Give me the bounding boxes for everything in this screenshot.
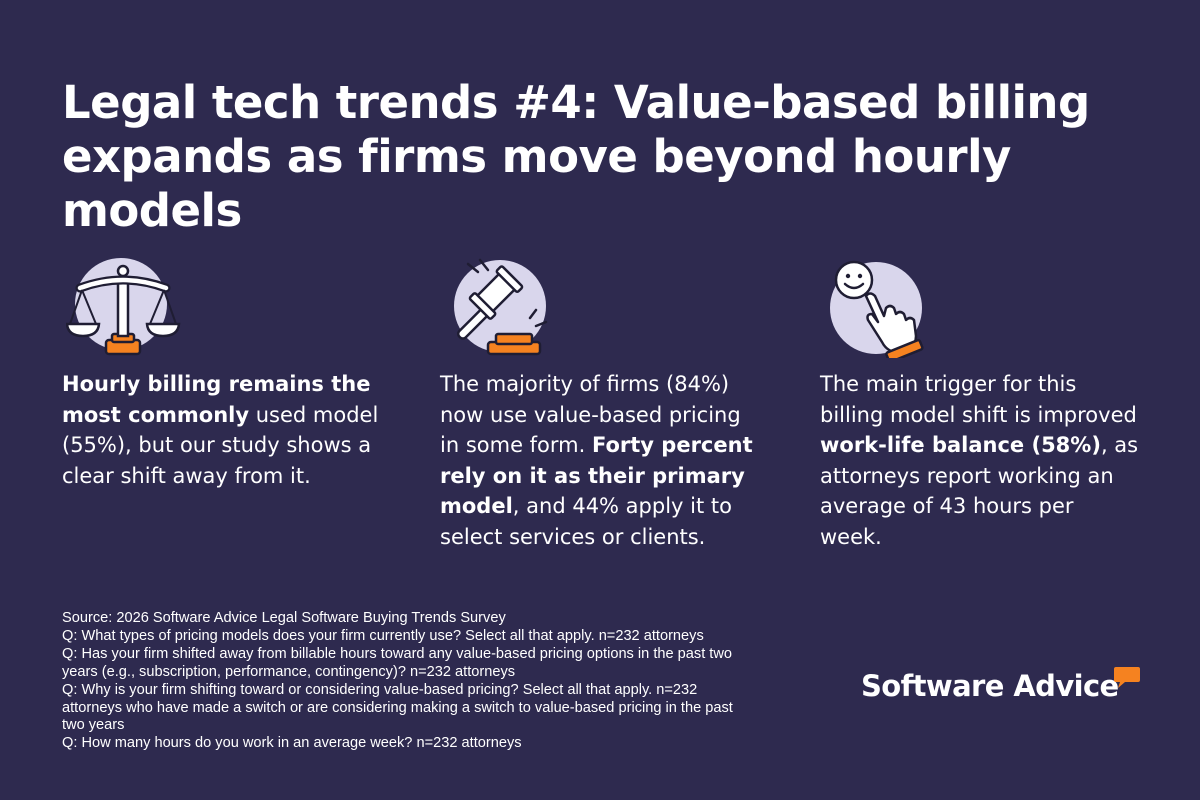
most-commonly-bold: most commonly: [62, 402, 250, 427]
title-line-2: expands as firms move beyond hourly mode…: [62, 130, 1011, 237]
speech-bubble-icon: [1114, 667, 1140, 688]
gavel-icon: [444, 258, 564, 358]
footnote-line: years (e.g., subscription, performance, …: [62, 663, 516, 680]
footnote-line: Q: How many hours do you work in an aver…: [62, 735, 522, 752]
title-line-1: Legal tech trends #4: Value-based billin…: [62, 76, 1090, 129]
footnote-line: Q: What types of pricing models does you…: [62, 627, 704, 644]
stat-value-based-pricing: The majority of firms (84%) now use valu…: [440, 372, 753, 549]
footnote-line: two years: [62, 717, 125, 734]
stat-hourly-billing: Hourly billing remains the most commonly…: [62, 372, 379, 488]
source-footnotes: Source: 2026 Software Advice Legal Softw…: [62, 610, 822, 753]
page-title: Legal tech trends #4: Value-based billin…: [62, 76, 1142, 238]
smiley-hand-icon: [820, 258, 940, 358]
footnote-line: Q: Why is your firm shifting toward or c…: [62, 681, 698, 698]
footnote-line: Source: 2026 Software Advice Legal Softw…: [62, 610, 506, 626]
logo-text: Software Advice: [861, 669, 1119, 703]
scales-of-justice-icon: [66, 258, 186, 358]
hourly-billing-bold: Hourly billing remains the: [62, 372, 371, 396]
stat-work-life-balance: The main trigger for this billing model …: [820, 372, 1139, 549]
work-life-balance-bold: work-life balance (58%): [820, 433, 1101, 458]
footnote-line: attorneys who have made a switch or are …: [62, 699, 733, 716]
footnote-line: Q: Has your firm shifted away from billa…: [62, 645, 733, 662]
forty-percent-bold: Forty percent: [591, 433, 753, 458]
software-advice-logo: Software Advice: [861, 666, 1151, 706]
